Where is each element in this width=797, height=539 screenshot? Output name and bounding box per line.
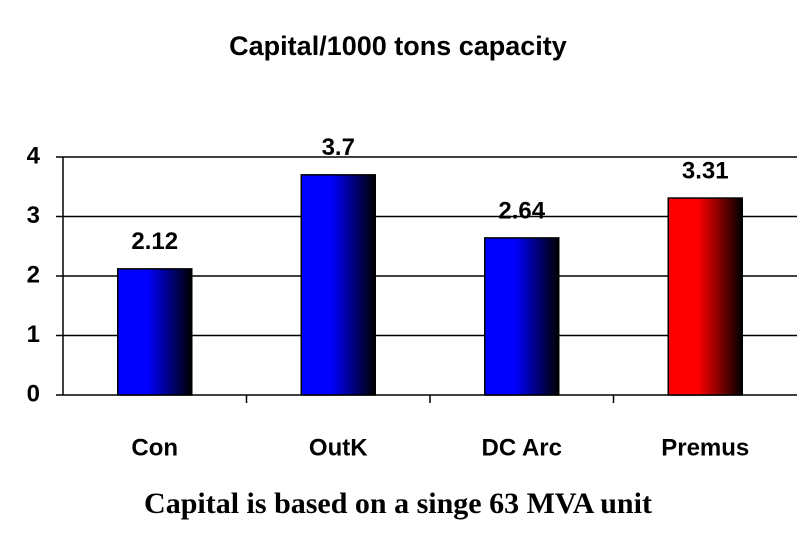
bar [300, 174, 376, 396]
x-tick-label: Premus [661, 434, 749, 461]
x-tick-label: OutK [309, 434, 368, 461]
bar [117, 268, 193, 396]
y-tick-label: 4 [27, 142, 41, 169]
bar [484, 237, 560, 396]
y-tick-label: 1 [27, 321, 40, 348]
x-tick-label: DC Arc [482, 434, 562, 461]
x-tick-label: Con [131, 434, 178, 461]
y-tick-label: 3 [27, 202, 40, 229]
bar [667, 197, 743, 396]
data-label: 3.31 [682, 157, 729, 184]
data-label: 3.7 [322, 134, 355, 161]
data-label: 2.12 [131, 228, 178, 255]
chart-title: Capital/1000 tons capacity [229, 31, 567, 61]
y-tick-label: 0 [27, 380, 40, 407]
annotation: Capital is based on a singe 63 MVA unit [144, 487, 652, 520]
y-tick-label: 2 [27, 261, 40, 288]
data-label: 2.64 [498, 197, 545, 224]
